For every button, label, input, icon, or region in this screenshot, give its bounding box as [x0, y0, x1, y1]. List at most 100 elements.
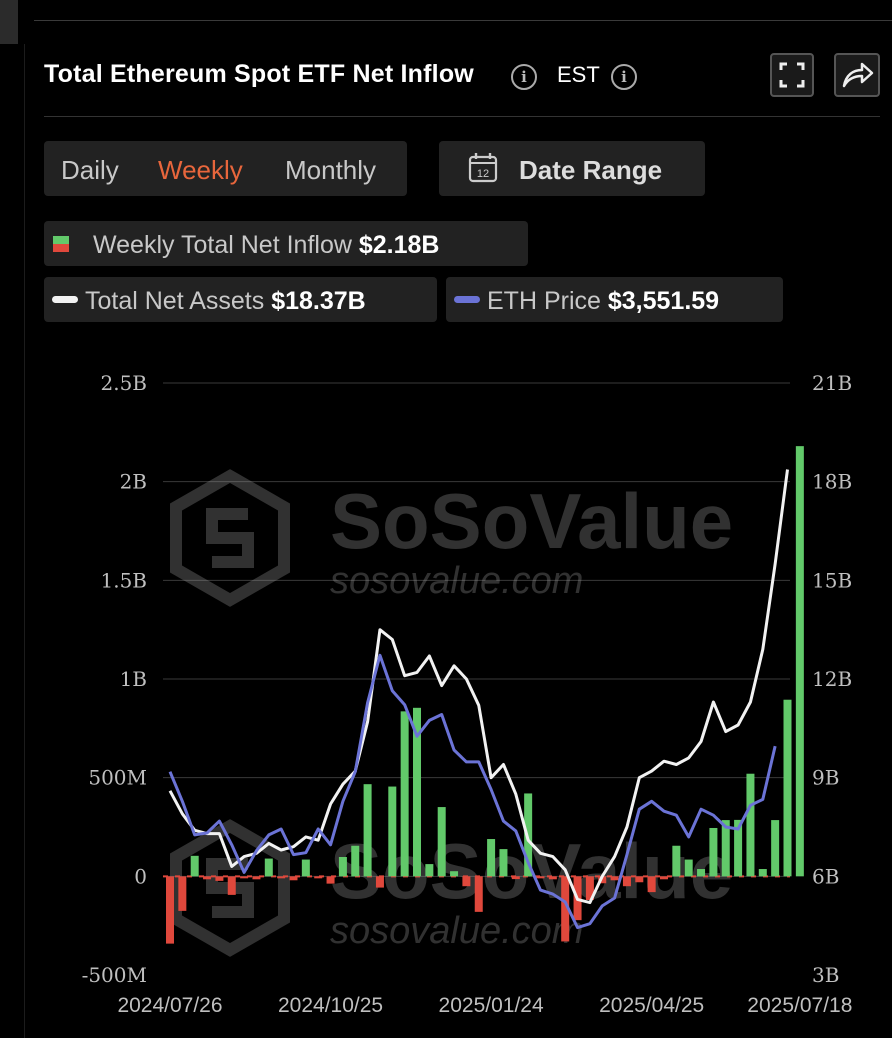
outflow-bar [622, 876, 631, 887]
legend-assets[interactable]: Total Net Assets $18.37B [44, 277, 437, 322]
right-axis-tick: 21B [812, 371, 852, 395]
left-axis-tick: 1B [120, 667, 147, 691]
outflow-bar [548, 876, 557, 880]
tab-daily[interactable]: Daily [61, 155, 119, 185]
outflow-bar [227, 876, 236, 895]
x-axis-tick: 2025/07/18 [747, 994, 852, 1017]
total-net-assets-line [168, 469, 789, 905]
left-divider [24, 44, 25, 1038]
outflow-bar [203, 876, 212, 880]
x-axis-tick: 2025/04/25 [599, 994, 704, 1017]
inflow-bar [734, 819, 743, 877]
outflow-bar [536, 876, 545, 879]
inflow-bar [709, 827, 718, 877]
x-axis-tick: 2024/10/25 [278, 994, 383, 1017]
outflow-bar [561, 876, 570, 942]
inflow-bar [783, 699, 792, 877]
x-axis-tick: 2024/07/26 [117, 994, 222, 1017]
outflow-bar [585, 876, 594, 901]
inflow-bar [499, 849, 508, 877]
outflow-bar [314, 876, 323, 879]
timezone-label: EST [557, 62, 600, 87]
right-axis-tick: 15B [812, 568, 852, 592]
inflow-bar [338, 856, 347, 877]
date-range-button[interactable]: 12 Date Range [439, 141, 705, 196]
inflow-bar [301, 859, 310, 877]
tab-weekly[interactable]: Weekly [158, 155, 243, 185]
right-axis-tick: 3B [812, 963, 839, 987]
outflow-bar [240, 876, 249, 879]
right-axis-tick: 12B [812, 667, 852, 691]
watermark-logo-icon [170, 469, 290, 607]
header-separator [44, 116, 880, 117]
assets-swatch-icon [52, 296, 78, 303]
legend-price[interactable]: ETH Price $3,551.59 [446, 277, 783, 322]
inflow-bar [487, 839, 496, 877]
inflow-bar [697, 869, 706, 877]
inflow-bar [672, 845, 681, 877]
left-axis-tick: 2B [120, 470, 147, 494]
outflow-bar [166, 876, 174, 944]
watermark-url-2: sosovalue.com [330, 910, 583, 952]
outflow-bar [660, 876, 668, 880]
outflow-bar [474, 876, 483, 912]
legend-assets-label: Total Net Assets [85, 287, 265, 315]
left-axis-tick: 500M [88, 766, 147, 790]
eth-price-line [168, 653, 777, 930]
outflow-bar [610, 876, 619, 881]
legend-assets-value: $18.37B [271, 287, 366, 315]
outflow-bar [277, 876, 286, 879]
inflow-bar [684, 859, 693, 877]
outflow-bar [215, 876, 224, 881]
inflow-swatch-icon [53, 236, 69, 252]
right-axis-tick: 9B [812, 766, 839, 790]
fullscreen-button[interactable] [770, 53, 814, 97]
outflow-bar [635, 876, 644, 883]
inflow-bar [351, 845, 360, 877]
left-axis-tick: 2.5B [100, 371, 147, 395]
legend-inflow-label: Weekly Total Net Inflow [93, 231, 352, 259]
outflow-bar [252, 876, 261, 880]
outflow-bar [289, 876, 298, 881]
left-axis-tick: -500M [82, 963, 147, 987]
share-button[interactable] [834, 53, 880, 97]
watermark-brand: SoSoValue [330, 477, 733, 565]
inflow-bar [190, 855, 199, 877]
x-axis-tick: 2025/01/24 [439, 994, 544, 1017]
outflow-bar [375, 876, 384, 888]
tab-monthly[interactable]: Monthly [285, 155, 377, 185]
left-axis-tick: 1.5B [100, 568, 147, 592]
inflow-bar [795, 446, 804, 877]
window-edge [0, 0, 18, 44]
top-divider [34, 20, 892, 21]
inflow-bar [388, 786, 397, 877]
title-info-icon[interactable]: i [511, 64, 537, 90]
inflow-bar [721, 820, 730, 877]
watermark-url: sosovalue.com [330, 560, 583, 602]
calendar-day: 12 [477, 168, 489, 180]
legend-price-label: ETH Price [487, 287, 601, 315]
timezone-info-icon[interactable]: i [611, 64, 637, 90]
outflow-bar [326, 876, 335, 884]
inflow-bar [437, 807, 446, 877]
share-icon [842, 62, 874, 88]
right-axis-tick: 18B [812, 470, 852, 494]
inflow-bar [450, 871, 459, 877]
outflow-bar [462, 876, 471, 887]
right-axis-tick: 6B [812, 864, 839, 888]
inflow-bar [363, 784, 372, 877]
calendar-icon: 12 [468, 153, 498, 183]
price-swatch-icon [454, 296, 480, 303]
inflow-bar [758, 869, 767, 877]
inflow-bar [264, 858, 273, 877]
page-title: Total Ethereum Spot ETF Net Inflow [44, 60, 474, 88]
legend-inflow-value: $2.18B [358, 231, 440, 259]
legend-price-value: $3,551.59 [607, 287, 720, 315]
inflow-bar [746, 773, 755, 877]
outflow-bar [178, 876, 187, 911]
legend-inflow[interactable]: Weekly Total Net Inflow $2.18B [44, 221, 528, 266]
inflow-bar [771, 820, 780, 877]
left-axis-tick: 0 [134, 864, 147, 888]
inflow-bar [413, 707, 421, 877]
inflow-bar [425, 864, 434, 877]
